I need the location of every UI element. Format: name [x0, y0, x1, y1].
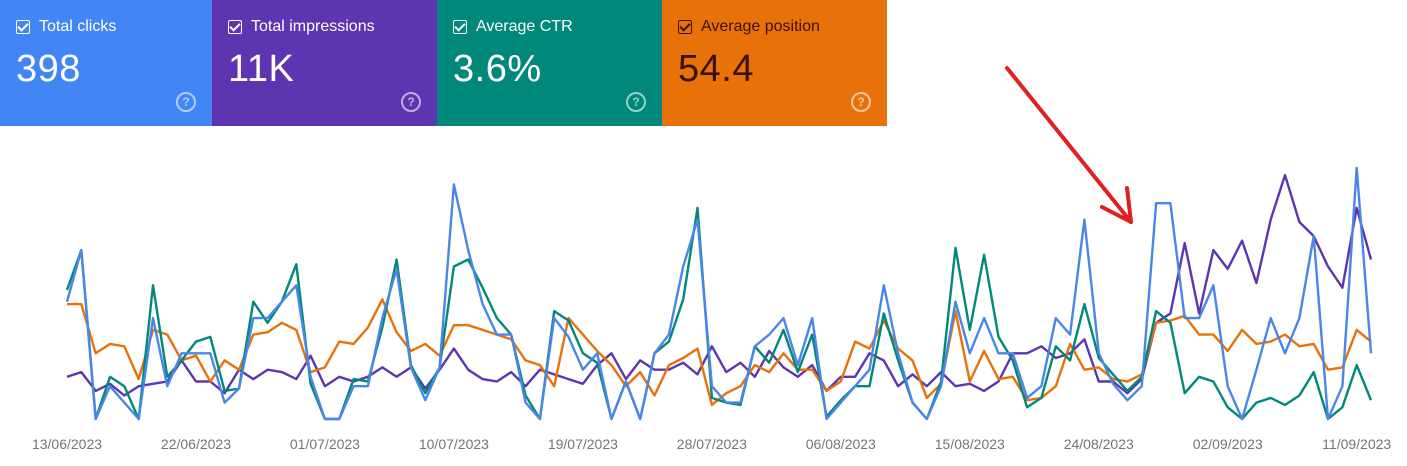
x-tick-label: 19/07/2023: [548, 436, 618, 452]
x-tick-label: 13/06/2023: [32, 436, 102, 452]
x-tick-label: 01/07/2023: [290, 436, 360, 452]
x-tick-label: 11/09/2023: [1322, 436, 1391, 452]
x-tick-label: 02/09/2023: [1193, 436, 1263, 452]
metric-card-total-clicks[interactable]: Total clicks 398 ?: [0, 0, 212, 126]
checkbox-checked-icon[interactable]: [678, 20, 692, 34]
x-tick-label: 24/08/2023: [1064, 436, 1134, 452]
series-line-total-clicks: [65, 166, 1373, 421]
metric-value: 54.4: [678, 48, 754, 90]
x-axis-tick-labels: 13/06/2023 22/06/2023 01/07/2023 10/07/2023…: [32, 436, 1391, 452]
chart-series-group: [65, 166, 1373, 421]
metric-value: 11K: [228, 48, 295, 90]
metric-label: Total clicks: [39, 18, 117, 35]
help-icon[interactable]: ?: [176, 92, 196, 112]
metric-label: Average position: [701, 18, 820, 35]
metric-card-total-impressions[interactable]: Total impressions 11K ?: [212, 0, 437, 126]
x-tick-label: 22/06/2023: [161, 436, 231, 452]
x-tick-label: 15/08/2023: [935, 436, 1005, 452]
checkbox-checked-icon[interactable]: [453, 20, 467, 34]
metric-value: 398: [16, 48, 81, 90]
help-icon[interactable]: ?: [626, 92, 646, 112]
metric-label: Total impressions: [251, 18, 375, 35]
series-line-total-impressions: [66, 173, 1373, 397]
metric-card-average-ctr[interactable]: Average CTR 3.6% ?: [437, 0, 662, 126]
metric-label: Average CTR: [476, 18, 573, 35]
x-tick-label: 06/08/2023: [806, 436, 876, 452]
metric-card-average-position[interactable]: Average position 54.4 ?: [662, 0, 887, 126]
x-tick-label: 10/07/2023: [419, 436, 489, 452]
checkbox-checked-icon[interactable]: [228, 20, 242, 34]
metric-cards: Total clicks 398 ? Total impressions 11K…: [0, 0, 887, 126]
checkbox-checked-icon[interactable]: [16, 20, 30, 34]
help-icon[interactable]: ?: [851, 92, 871, 112]
help-icon[interactable]: ?: [401, 92, 421, 112]
x-tick-label: 28/07/2023: [677, 436, 747, 452]
metric-value: 3.6%: [453, 48, 542, 90]
series-line-average-ctr: [65, 206, 1373, 421]
annotation-arrow: [1005, 66, 1133, 224]
